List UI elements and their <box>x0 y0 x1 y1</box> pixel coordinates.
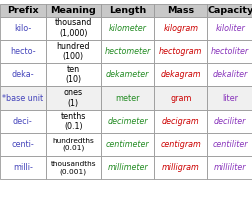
Bar <box>207 17 252 40</box>
Bar <box>0 110 45 133</box>
Text: dekaliter: dekaliter <box>212 70 247 79</box>
Bar <box>45 156 101 179</box>
Bar <box>101 17 154 40</box>
Bar <box>0 133 45 156</box>
Text: deka-: deka- <box>11 70 34 79</box>
Bar <box>154 156 207 179</box>
Text: kiloliter: kiloliter <box>214 24 244 33</box>
Text: kilo-: kilo- <box>14 24 31 33</box>
Bar <box>207 110 252 133</box>
Bar <box>207 63 252 86</box>
Bar <box>0 40 45 63</box>
Bar <box>0 4 45 17</box>
Bar <box>154 17 207 40</box>
Text: centi-: centi- <box>11 140 34 149</box>
Bar <box>154 110 207 133</box>
Bar <box>207 156 252 179</box>
Bar <box>0 17 45 40</box>
Bar <box>154 4 207 17</box>
Bar <box>0 156 45 179</box>
Bar <box>101 86 154 110</box>
Bar <box>207 40 252 63</box>
Text: centigram: centigram <box>160 140 201 149</box>
Text: hectogram: hectogram <box>159 47 202 56</box>
Bar <box>207 133 252 156</box>
Bar <box>45 63 101 86</box>
Bar <box>154 63 207 86</box>
Text: tenths
(0.1): tenths (0.1) <box>60 112 86 131</box>
Text: decigram: decigram <box>162 117 199 126</box>
Text: dekagram: dekagram <box>160 70 200 79</box>
Bar <box>45 110 101 133</box>
Text: ones
(1): ones (1) <box>64 88 83 108</box>
Text: hundred
(100): hundred (100) <box>56 42 90 61</box>
Text: ten
(10): ten (10) <box>65 65 81 84</box>
Bar <box>101 4 154 17</box>
Text: meter: meter <box>115 94 139 102</box>
Text: dekameter: dekameter <box>106 70 149 79</box>
Text: hectoliter: hectoliter <box>210 47 248 56</box>
Bar <box>101 133 154 156</box>
Bar <box>154 133 207 156</box>
Text: Meaning: Meaning <box>50 6 96 15</box>
Bar <box>154 86 207 110</box>
Bar <box>101 110 154 133</box>
Bar <box>101 156 154 179</box>
Bar <box>45 4 101 17</box>
Bar <box>45 133 101 156</box>
Text: hectometer: hectometer <box>104 47 150 56</box>
Text: kilometer: kilometer <box>108 24 146 33</box>
Bar <box>154 40 207 63</box>
Text: thousandths
(0.001): thousandths (0.001) <box>50 161 96 175</box>
Bar <box>101 63 154 86</box>
Bar <box>0 86 45 110</box>
Text: Mass: Mass <box>167 6 194 15</box>
Text: deci-: deci- <box>13 117 33 126</box>
Text: milli-: milli- <box>13 163 33 172</box>
Bar <box>0 63 45 86</box>
Text: Capacity: Capacity <box>206 6 252 15</box>
Text: milliliter: milliliter <box>213 163 245 172</box>
Text: liter: liter <box>221 94 237 102</box>
Text: kilogram: kilogram <box>163 24 198 33</box>
Bar <box>101 40 154 63</box>
Bar <box>207 4 252 17</box>
Text: hundredths
(0.01): hundredths (0.01) <box>52 138 94 151</box>
Text: centimeter: centimeter <box>106 140 149 149</box>
Text: Length: Length <box>109 6 146 15</box>
Text: centiliter: centiliter <box>212 140 247 149</box>
Text: gram: gram <box>170 94 191 102</box>
Text: Prefix: Prefix <box>7 6 38 15</box>
Text: decimeter: decimeter <box>107 117 147 126</box>
Text: hecto-: hecto- <box>10 47 36 56</box>
Bar <box>207 86 252 110</box>
Bar <box>45 86 101 110</box>
Text: milligram: milligram <box>161 163 199 172</box>
Text: *base unit: *base unit <box>2 94 43 102</box>
Text: millimeter: millimeter <box>107 163 147 172</box>
Bar <box>45 17 101 40</box>
Text: thousand
(1,000): thousand (1,000) <box>54 19 92 38</box>
Bar <box>45 40 101 63</box>
Text: deciliter: deciliter <box>213 117 245 126</box>
